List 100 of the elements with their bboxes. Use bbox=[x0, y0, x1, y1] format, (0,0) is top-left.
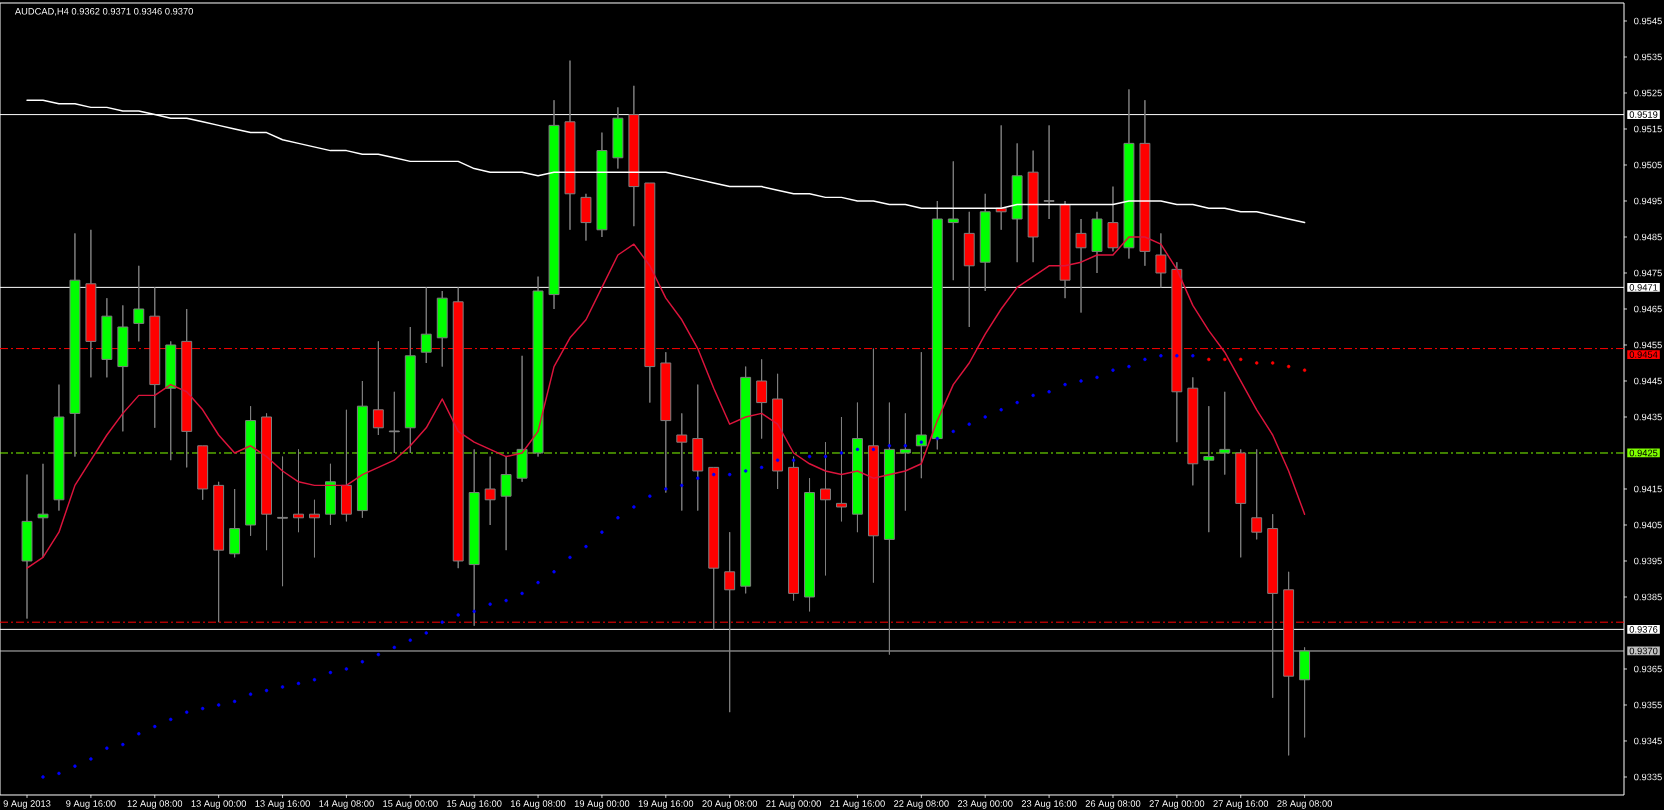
candlestick bbox=[229, 488, 241, 558]
y-tick-label: 0.9505 bbox=[1634, 161, 1662, 169]
y-tick-label: 0.9545 bbox=[1634, 17, 1662, 25]
x-tick-label: 9 Aug 16:00 bbox=[66, 800, 116, 809]
candlestick bbox=[21, 474, 33, 620]
candlestick bbox=[1187, 376, 1199, 486]
candlestick bbox=[1139, 99, 1151, 267]
x-tick-label: 20 Aug 08:00 bbox=[702, 800, 758, 809]
x-tick-label: 26 Aug 08:00 bbox=[1085, 800, 1141, 809]
candlestick bbox=[484, 456, 496, 526]
y-tick-label: 0.9495 bbox=[1634, 197, 1662, 205]
candlestick bbox=[500, 456, 512, 551]
candlestick bbox=[388, 391, 400, 454]
candlestick bbox=[676, 412, 688, 512]
candlestick bbox=[261, 412, 273, 551]
candlestick bbox=[788, 456, 800, 602]
x-tick-label: 21 Aug 00:00 bbox=[766, 800, 821, 809]
candlestick bbox=[1123, 88, 1135, 260]
candlestick bbox=[836, 416, 847, 522]
candlestick bbox=[324, 463, 336, 526]
x-tick-label: 15 Aug 00:00 bbox=[383, 800, 438, 809]
x-tick-label: 12 Aug 08:00 bbox=[127, 800, 183, 809]
candlestick bbox=[101, 297, 113, 378]
x-tick-label: 14 Aug 08:00 bbox=[319, 800, 374, 809]
candlestick bbox=[516, 355, 528, 483]
candlestick bbox=[69, 232, 81, 458]
candlestick bbox=[532, 276, 544, 458]
candlestick bbox=[197, 445, 209, 501]
candlestick bbox=[1251, 448, 1263, 540]
candlestick bbox=[979, 193, 991, 292]
x-tick-label: 15 Aug 16:00 bbox=[447, 800, 502, 809]
candlestick bbox=[1043, 124, 1055, 220]
x-tick-label: 13 Aug 00:00 bbox=[191, 800, 247, 809]
candlestick bbox=[931, 200, 943, 450]
candlestick bbox=[1203, 405, 1215, 533]
candlestick bbox=[37, 463, 49, 558]
candlestick bbox=[1027, 150, 1039, 263]
x-tick-label: 21 Aug 16:00 bbox=[830, 800, 885, 809]
ref-line-label: 0.9370 bbox=[1629, 647, 1658, 655]
candlestick bbox=[580, 193, 592, 242]
x-tick-label: 23 Aug 16:00 bbox=[1021, 800, 1077, 809]
ref-line-label: 0.9519 bbox=[1629, 111, 1658, 118]
candlestick bbox=[1091, 211, 1103, 274]
candlestick bbox=[53, 384, 65, 512]
y-tick-label: 0.9475 bbox=[1634, 269, 1662, 277]
candlestick bbox=[117, 304, 129, 432]
y-tick-label: 0.9365 bbox=[1634, 665, 1662, 673]
candlestick bbox=[436, 290, 448, 368]
x-tick-label: 27 Aug 16:00 bbox=[1213, 800, 1269, 809]
candlestick bbox=[1107, 186, 1119, 252]
ref-line-label: 0.9376 bbox=[1629, 626, 1658, 633]
candlestick bbox=[612, 106, 624, 170]
x-tick-label: 19 Aug 16:00 bbox=[638, 800, 694, 809]
candlestick bbox=[883, 402, 895, 656]
candlestick bbox=[899, 412, 911, 512]
candlestick bbox=[1235, 448, 1247, 558]
y-tick-label: 0.9385 bbox=[1634, 593, 1662, 601]
ref-line-label: 0.9425 bbox=[1629, 449, 1658, 457]
x-tick-label: 28 Aug 08:00 bbox=[1277, 800, 1332, 809]
candlestick bbox=[245, 405, 257, 537]
candlestick bbox=[820, 441, 831, 576]
candlestick bbox=[596, 132, 608, 238]
x-tick-label: 13 Aug 16:00 bbox=[255, 800, 310, 809]
candlestick bbox=[356, 380, 368, 519]
ref-line-label: 0.9454 bbox=[1629, 351, 1658, 358]
ref-line-label: 0.9471 bbox=[1629, 284, 1658, 291]
candlestick bbox=[340, 409, 352, 522]
y-tick-label: 0.9405 bbox=[1634, 521, 1662, 529]
candlestick bbox=[420, 286, 432, 364]
candlestick bbox=[660, 351, 672, 494]
candlestick bbox=[548, 99, 560, 310]
y-tick-label: 0.9485 bbox=[1634, 233, 1662, 241]
y-tick-label: 0.9445 bbox=[1634, 377, 1662, 385]
candlestick bbox=[1155, 232, 1167, 288]
y-tick-label: 0.9335 bbox=[1634, 773, 1662, 781]
y-tick-label: 0.9455 bbox=[1634, 341, 1662, 349]
candlestick bbox=[1075, 218, 1087, 314]
candlestick bbox=[309, 499, 320, 558]
y-tick-label: 0.9345 bbox=[1634, 737, 1662, 745]
y-tick-label: 0.9465 bbox=[1634, 305, 1662, 313]
candlestick bbox=[740, 366, 752, 594]
candlestick bbox=[852, 402, 863, 533]
candlestick bbox=[277, 456, 288, 587]
candlestick bbox=[1059, 200, 1071, 299]
x-tick-label: 16 Aug 08:00 bbox=[511, 800, 566, 809]
y-tick-label: 0.9535 bbox=[1634, 53, 1662, 61]
candlestick bbox=[628, 85, 640, 227]
candlestick bbox=[293, 448, 304, 533]
candlestick bbox=[915, 351, 927, 479]
candlestick bbox=[165, 340, 177, 461]
candlestick bbox=[1011, 142, 1023, 263]
candlestick bbox=[564, 60, 576, 231]
candlestick bbox=[468, 448, 480, 627]
y-tick-label: 0.9515 bbox=[1634, 125, 1662, 133]
candlestick bbox=[1171, 261, 1183, 443]
candlestick bbox=[133, 265, 145, 342]
y-tick-label: 0.9395 bbox=[1634, 557, 1662, 565]
candlestick bbox=[963, 211, 975, 328]
chart-title: AUDCAD,H4 0.9362 0.9371 0.9346 0.9370 bbox=[14, 8, 193, 16]
x-tick-label: 22 Aug 08:00 bbox=[894, 800, 949, 809]
